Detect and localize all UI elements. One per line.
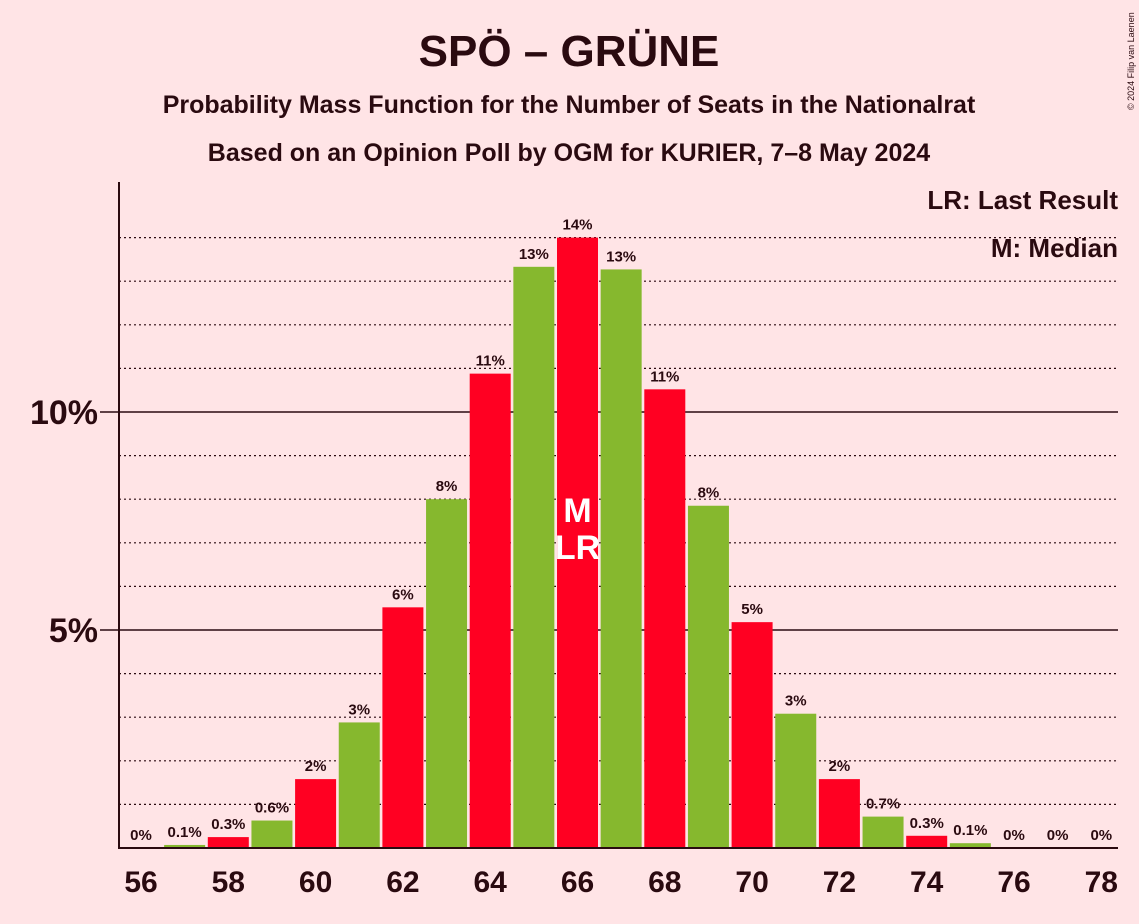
legend-last-result: LR: Last Result <box>927 185 1118 215</box>
bar <box>426 499 468 848</box>
bar <box>862 816 904 848</box>
copyright-note: © 2024 Filip van Laenen <box>1126 12 1136 110</box>
x-tick-label: 76 <box>997 866 1030 899</box>
x-tick-label: 68 <box>648 866 681 899</box>
bar-value-label: 11% <box>476 353 505 370</box>
bar <box>338 722 380 848</box>
x-tick-label: 66 <box>561 866 594 899</box>
bar-value-label: 8% <box>436 478 458 495</box>
bar <box>600 269 642 849</box>
x-tick-label: 62 <box>386 866 419 899</box>
y-tick-label: 10% <box>30 394 98 432</box>
x-tick-label: 58 <box>212 866 245 899</box>
chart-title: SPÖ – GRÜNE <box>419 27 720 76</box>
bar-value-label: 0.3% <box>910 815 944 832</box>
bar <box>251 820 293 848</box>
bar <box>644 389 686 848</box>
bar <box>906 835 948 848</box>
bar-value-label: 0.7% <box>866 796 900 813</box>
bar-value-label: 0.1% <box>953 822 987 839</box>
bar-labels: 0% 0.1% 0.3% 0.6% 2% 3% 6% 8% 11% 13% 14% 13% 11% 8% 5… <box>130 217 1112 844</box>
x-tick-label: 78 <box>1085 866 1118 899</box>
bar <box>164 844 206 848</box>
chart-subtitle-2: Based on an Opinion Poll by OGM for KURI… <box>208 139 930 167</box>
bar-value-label: 13% <box>606 248 636 265</box>
bar <box>513 266 555 848</box>
x-tick-label: 64 <box>474 866 508 899</box>
bar <box>469 373 511 848</box>
y-tick-label: 5% <box>49 612 98 650</box>
x-axis-ticks: 56 58 60 62 64 66 68 70 72 74 76 78 <box>124 866 1118 899</box>
bar-value-label: 0.1% <box>168 824 202 841</box>
x-tick-label: 60 <box>299 866 332 899</box>
x-tick-label: 72 <box>823 866 856 899</box>
bar-value-label: 2% <box>829 758 851 775</box>
bar-value-label: 0% <box>130 827 152 844</box>
bar-value-label: 5% <box>741 601 763 618</box>
bar-value-label: 13% <box>519 246 549 263</box>
bar-value-label: 8% <box>698 485 720 502</box>
median-marker: M <box>563 492 591 530</box>
bar <box>687 505 729 848</box>
bar-value-label: 0% <box>1047 827 1069 844</box>
bar-value-label: 11% <box>650 368 679 385</box>
bar-value-label: 6% <box>392 586 414 603</box>
bar <box>382 607 424 848</box>
bars <box>164 237 991 849</box>
bar-value-label: 0% <box>1090 827 1112 844</box>
bar-value-label: 3% <box>785 693 807 710</box>
bar-value-label: 2% <box>305 758 327 775</box>
bar <box>775 713 817 848</box>
bar-value-label: 0% <box>1003 827 1025 844</box>
x-tick-label: 56 <box>124 866 157 899</box>
bar <box>557 237 598 849</box>
bar <box>731 622 773 848</box>
bar <box>818 779 860 848</box>
x-tick-label: 74 <box>910 866 944 899</box>
bar-value-label: 14% <box>562 217 592 234</box>
chart-subtitle-1: Probability Mass Function for the Number… <box>163 91 976 119</box>
last-result-marker: LR <box>555 529 600 567</box>
legend-median: M: Median <box>991 233 1118 263</box>
bar <box>295 779 337 848</box>
x-tick-label: 70 <box>735 866 768 899</box>
bar-value-label: 0.3% <box>211 816 245 833</box>
bar <box>207 837 249 848</box>
bar-value-label: 0.6% <box>255 800 289 817</box>
gridlines <box>100 237 1118 806</box>
bar-value-label: 3% <box>348 701 370 718</box>
y-axis-ticks: 5% 10% <box>30 394 98 650</box>
bar <box>949 843 991 848</box>
